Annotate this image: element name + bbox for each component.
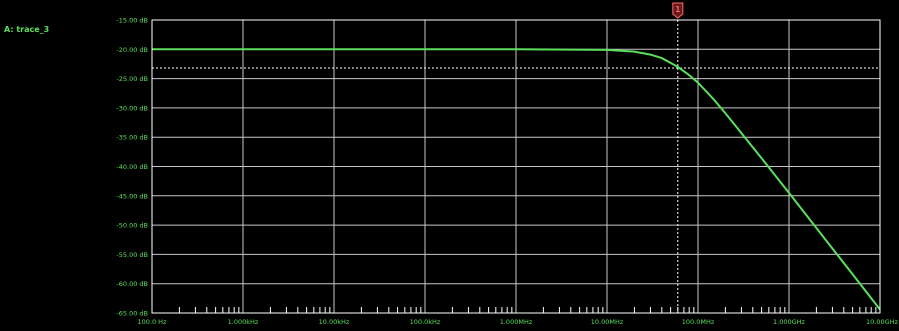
plot-frame bbox=[151, 19, 881, 314]
y-tick-label: -15.00 dB bbox=[116, 17, 148, 25]
y-tick-label: -40.00 dB bbox=[116, 163, 148, 171]
x-tick-label: 100.0MHz bbox=[682, 318, 715, 326]
y-tick-labels: -15.00 dB -20.00 dB -25.00 dB -30.00 dB -35.… bbox=[116, 17, 148, 318]
y-tick-label: -20.00 dB bbox=[116, 46, 148, 54]
x-tick-label: 10.00kHz bbox=[319, 318, 350, 326]
minor-ticks bbox=[178, 307, 877, 313]
x-tick-label: 100.0kHz bbox=[410, 318, 441, 326]
x-tick-label: 100.0 Hz bbox=[138, 318, 168, 326]
marker-label[interactable]: 1 bbox=[675, 5, 680, 14]
y-tick-label: -60.00 dB bbox=[116, 280, 148, 288]
y-tick-label: -65.00 dB bbox=[116, 310, 148, 318]
y-tick-label: -50.00 dB bbox=[116, 222, 148, 230]
y-tick-label: -25.00 dB bbox=[116, 75, 148, 83]
x-tick-labels: 100.0 Hz 1.000kHz 10.00kHz 100.0kHz 1.000MHz… bbox=[138, 318, 899, 326]
marker-flag-shape[interactable] bbox=[672, 2, 684, 19]
x-tick-label: 1.000kHz bbox=[228, 318, 259, 326]
y-tick-label: -45.00 dB bbox=[116, 192, 148, 200]
y-tick-label: -35.00 dB bbox=[116, 134, 148, 142]
y-tick-label: -30.00 dB bbox=[116, 104, 148, 112]
x-tick-label: 1.000GHz bbox=[773, 318, 806, 326]
series-label[interactable]: A: trace_3 bbox=[4, 25, 49, 34]
marker-flag[interactable]: 1 bbox=[672, 2, 684, 19]
x-tick-label: 10.00MHz bbox=[591, 318, 624, 326]
series-line[interactable] bbox=[152, 48, 881, 311]
x-tick-label: 1.000MHz bbox=[500, 318, 533, 326]
x-tick-label: 10.00GHz bbox=[866, 318, 899, 326]
y-tick-label: -55.00 dB bbox=[116, 251, 148, 259]
